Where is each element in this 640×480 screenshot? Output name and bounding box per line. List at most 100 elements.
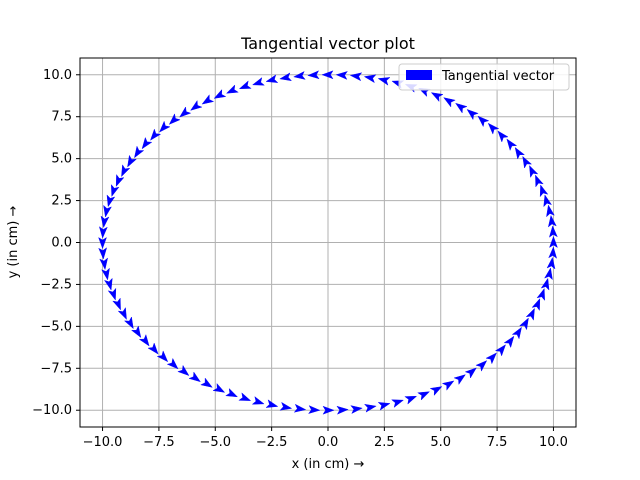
tangent-arrow: [98, 226, 108, 239]
tangent-arrow: [364, 403, 377, 413]
tangent-arrow: [200, 377, 213, 388]
x-tick-label: −5.0: [199, 435, 231, 450]
tangent-arrow: [100, 215, 110, 229]
tangent-arrow: [98, 237, 107, 250]
tangent-arrow: [377, 77, 391, 86]
tangent-arrow: [308, 405, 321, 414]
tangent-arrow: [168, 113, 181, 125]
tangent-arrow: [466, 109, 479, 121]
tangent-arrow: [548, 225, 558, 238]
tangent-arrow: [429, 386, 443, 396]
tangent-arrow: [166, 357, 179, 370]
tangent-arrow: [238, 80, 252, 89]
tangent-arrow: [417, 391, 430, 401]
tangent-arrow: [177, 364, 190, 376]
y-axis-ticks: −10.0 −7.5 −5.0 −2.5 0.0 2.5 5.0 7.5 10.0: [32, 68, 80, 418]
legend-box: [398, 63, 570, 91]
tangent-arrow: [549, 235, 558, 248]
y-tick-label: 0.0: [51, 236, 72, 251]
tangent-arrow: [226, 84, 239, 94]
tangent-arrow: [335, 71, 348, 80]
y-tick-label: 7.5: [51, 110, 72, 125]
x-tick-label: −10.0: [83, 435, 123, 450]
tangent-arrow: [138, 334, 150, 347]
tangent-arrow: [525, 307, 535, 321]
tangent-arrow: [115, 174, 125, 187]
x-tick-label: 5.0: [430, 435, 451, 450]
tangent-arrow: [225, 387, 238, 398]
tangent-arrow: [349, 72, 363, 82]
x-tick-label: −2.5: [256, 435, 288, 450]
tangent-arrow: [112, 297, 121, 311]
y-axis-label: y (in cm) →: [6, 206, 21, 279]
tangent-arrow: [99, 257, 108, 271]
tangent-arrow: [322, 405, 335, 415]
tangent-arrow: [477, 115, 490, 128]
y-tick-label: −7.5: [40, 361, 72, 376]
tangent-arrow: [539, 184, 549, 198]
tangent-arrow: [252, 77, 265, 86]
tangent-arrow: [531, 298, 541, 311]
tangent-arrow: [377, 402, 391, 411]
tangent-arrow: [212, 382, 226, 393]
tangent-arrow: [279, 401, 293, 411]
tangent-arrow: [201, 94, 215, 105]
y-tick-label: −5.0: [40, 319, 72, 334]
tangent-arrow: [123, 316, 134, 330]
tangent-arrow: [511, 326, 522, 340]
tangent-arrow: [443, 97, 456, 108]
tangent-arrow: [156, 350, 169, 363]
tangent-arrow: [529, 165, 539, 178]
tangent-arrow: [514, 147, 525, 160]
tangent-arrow: [265, 74, 279, 83]
tangent-arrow: [503, 335, 515, 349]
legend-label: Tangential vector: [441, 69, 555, 84]
tangent-arrow: [117, 307, 127, 320]
tangent-arrow: [404, 396, 418, 405]
tangent-arrow: [279, 72, 292, 82]
x-tick-label: 2.5: [374, 435, 395, 450]
x-tick-label: 10.0: [539, 435, 568, 450]
tangent-arrow: [453, 374, 466, 385]
tangent-arrow: [363, 74, 377, 84]
tangent-arrow: [238, 392, 252, 401]
tangent-arrow: [251, 396, 265, 405]
x-axis-label: x (in cm) →: [292, 457, 365, 472]
y-tick-label: 10.0: [43, 68, 72, 83]
x-tick-label: −7.5: [143, 435, 175, 450]
tangent-arrow: [321, 70, 334, 80]
tangent-arrow: [519, 317, 529, 331]
tangent-arrow: [548, 246, 558, 259]
legend: Tangential vector: [398, 63, 570, 91]
tangent-arrow: [441, 380, 455, 391]
tangent-arrow: [307, 70, 320, 80]
tangent-arrow: [487, 122, 500, 135]
tangent-arrow: [506, 138, 518, 151]
x-tick-label: 0.0: [318, 435, 339, 450]
chart-title: Tangential vector plot: [240, 34, 415, 53]
tangent-arrow: [475, 360, 488, 372]
tangential-vectors: [98, 70, 558, 415]
tangent-arrow: [147, 342, 159, 355]
tangent-arrow: [430, 92, 444, 103]
tangent-arrow: [107, 287, 117, 301]
tangent-arrow: [134, 145, 145, 159]
tangent-arrow: [106, 194, 116, 208]
tangent-arrow: [121, 164, 131, 178]
tangent-arrow: [103, 204, 112, 218]
tangent-arrow: [485, 352, 497, 365]
tangent-arrow: [159, 120, 171, 133]
x-tick-label: 7.5: [487, 435, 508, 450]
tangent-arrow: [543, 194, 552, 208]
tangent-arrow: [546, 204, 555, 218]
tangent-arrow: [101, 267, 110, 281]
tangent-arrow: [494, 344, 506, 357]
tangent-arrow: [544, 267, 553, 281]
tangent-arrow: [104, 277, 113, 291]
tangent-arrow: [111, 184, 120, 197]
tangent-arrow: [213, 89, 227, 99]
tangent-arrow: [150, 128, 162, 141]
tangent-arrow: [265, 399, 279, 408]
tangent-arrow: [350, 405, 363, 414]
